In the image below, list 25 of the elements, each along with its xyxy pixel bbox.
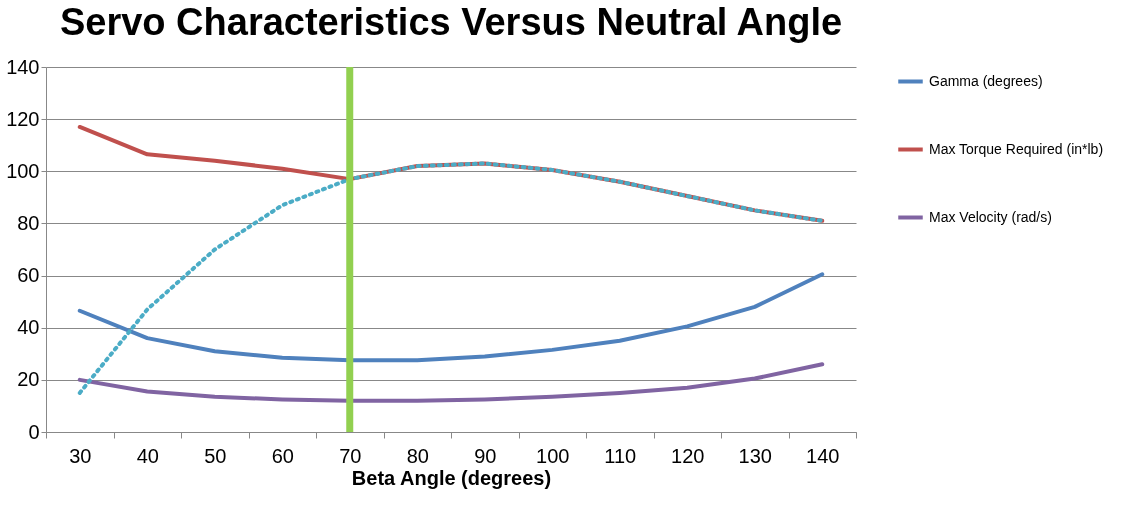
y-tick-label: 20	[17, 368, 40, 391]
x-tick-label: 40	[136, 444, 159, 467]
chart-title: Servo Characteristics Versus Neutral Angle	[59, 1, 843, 43]
x-tick-label: 70	[339, 444, 362, 467]
y-tick-label: 80	[17, 211, 40, 234]
y-tick-label: 140	[6, 55, 40, 78]
legend-label: Max Velocity (rad/s)	[929, 208, 1052, 225]
x-tick-label: 80	[406, 444, 429, 467]
y-tick-label: 40	[17, 316, 40, 339]
x-tick-label: 110	[604, 444, 637, 467]
y-tick-label: 0	[28, 420, 40, 443]
x-axis-title: Beta Angle (degrees)	[351, 466, 552, 489]
x-tick-label: 90	[474, 444, 497, 467]
legend-label: Gamma (degrees)	[929, 72, 1043, 89]
legend-label: Max Torque Required (in*lb)	[929, 140, 1104, 157]
x-tick-label: 120	[671, 444, 705, 467]
x-tick-label: 140	[806, 444, 840, 467]
y-tick-label: 60	[17, 264, 40, 287]
x-tick-label: 30	[69, 444, 92, 467]
x-tick-label: 60	[271, 444, 294, 467]
x-tick-label: 130	[738, 444, 772, 467]
y-tick-label: 100	[6, 159, 40, 182]
y-tick-label: 120	[6, 107, 40, 130]
x-tick-label: 100	[536, 444, 570, 467]
x-tick-label: 50	[204, 444, 227, 467]
